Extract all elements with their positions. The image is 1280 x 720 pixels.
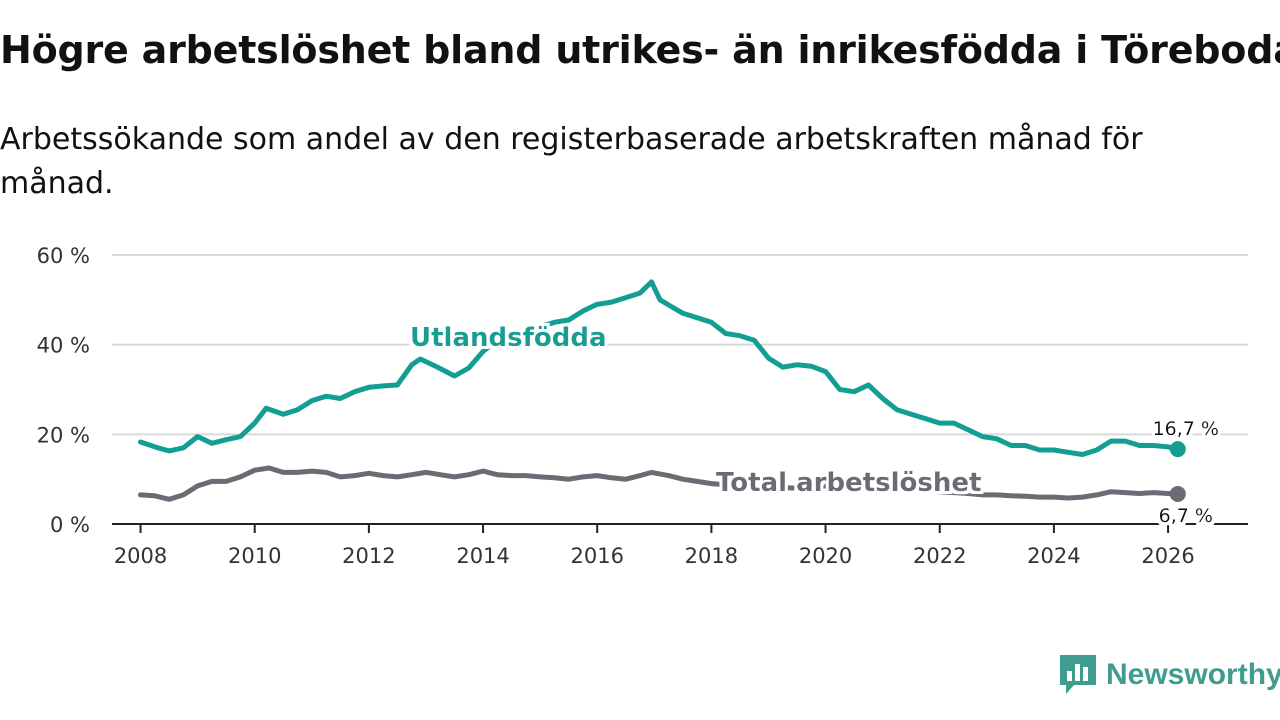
x-tick-label: 2018 [685,544,738,568]
series-lines [138,279,1181,502]
end-label-utlandsfodda: 16,7 % [1153,418,1219,440]
chart-subtitle: Arbetssökande som andel av den registerb… [0,122,1143,201]
brand-name: Newsworthy [1106,658,1280,691]
newsworthy-logo-icon [1060,655,1096,694]
x-tick-label: 2014 [456,544,509,568]
series-line-utlandsfodda [138,279,1181,457]
series-label-utlandsfodda: Utlandsfödda [410,323,607,353]
y-tick-label: 40 % [37,334,90,358]
x-tick-label: 2024 [1027,544,1080,568]
end-marker-utlandsfodda [1169,441,1186,458]
x-tick-label: 2010 [228,544,281,568]
x-tick-label: 2012 [342,544,395,568]
x-tick-label: 2008 [114,544,167,568]
chart-title: Högre arbetslöshet bland utrikes- än inr… [0,28,1280,72]
end-marker-total [1169,485,1186,502]
x-tick-label: 2026 [1141,544,1194,568]
x-tick-label: 2022 [913,544,966,568]
series-label-total: Total arbetslöshet [716,468,981,498]
x-tick-label: 2016 [570,544,623,568]
labels: 16,7 % 6,7 % Utlandsfödda Total arbetslöshe… [410,323,1219,527]
gridlines [112,254,1248,436]
y-tick-label: 0 % [50,513,90,537]
series-line-total [138,465,1181,502]
y-tick-label: 20 % [37,423,90,447]
brand-logo: Newsworthy [1060,655,1280,695]
y-tick-label: 60 % [37,244,90,268]
axes: 0 % 20 % 40 % 60 % 2008 2010 2012 2014 2016 2018 2… [37,244,1248,568]
end-label-total: 6,7 % [1159,505,1213,527]
x-tick-label: 2020 [799,544,852,568]
